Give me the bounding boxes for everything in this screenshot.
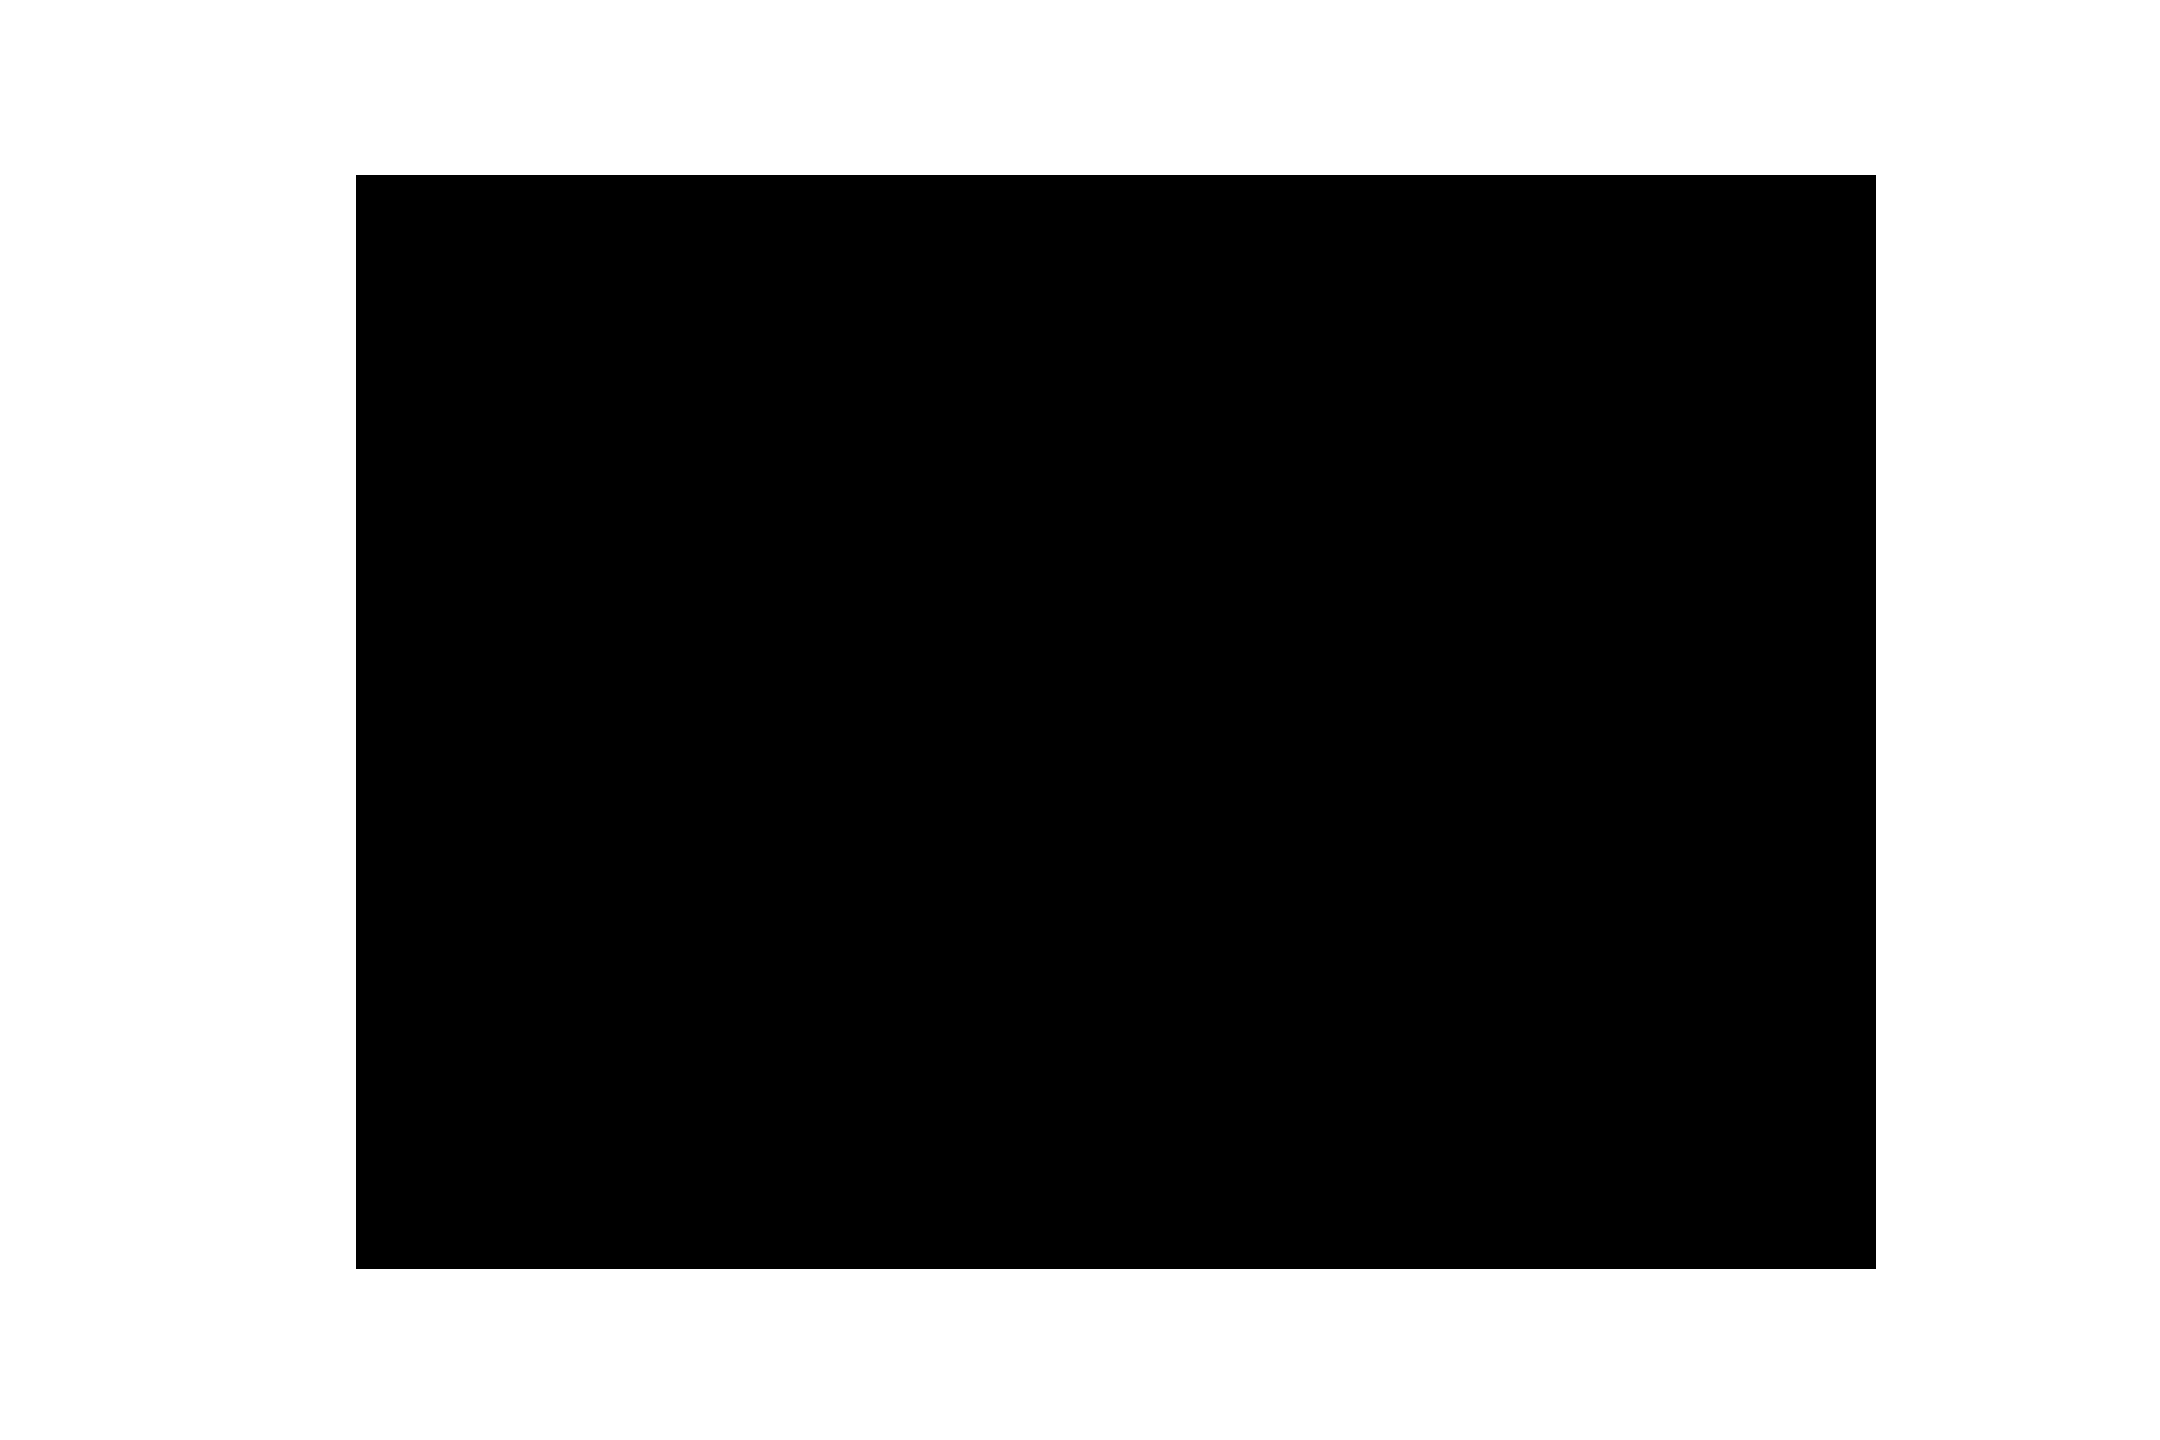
word-cloud <box>356 175 1876 1269</box>
